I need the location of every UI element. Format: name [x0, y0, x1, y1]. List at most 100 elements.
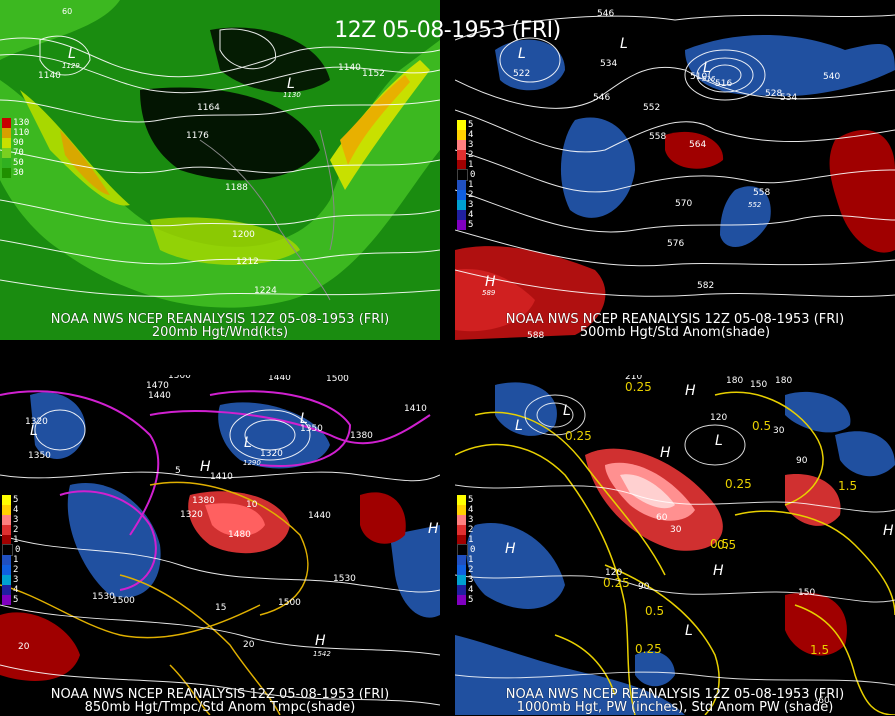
- contour-label: 552: [643, 103, 660, 113]
- legend-entry: 5: [457, 495, 475, 505]
- legend-label: 3: [13, 575, 19, 585]
- panel-200mb: 1140 1129 1140 1152 1130 1164 1176 1188 …: [0, 0, 440, 340]
- legend-label: 4: [13, 585, 19, 595]
- legend-entry: 2: [457, 150, 475, 160]
- legend-label: 0: [15, 545, 21, 555]
- legend-label: 4: [468, 585, 474, 595]
- legend-entry: 1: [457, 160, 475, 170]
- legend-label: 5: [13, 595, 19, 605]
- contour-label: 120: [710, 413, 727, 423]
- legend-swatch: [457, 505, 466, 515]
- panel-caption-source: NOAA NWS NCEP REANALYSIS 12Z 05-08-1953 …: [505, 312, 845, 327]
- legend-label: 5: [468, 495, 474, 505]
- contour-label: 1500: [326, 375, 349, 384]
- contour-label: 576: [667, 239, 684, 249]
- low-pressure-marker: L: [703, 60, 711, 76]
- contour-label: 1380: [192, 496, 215, 506]
- legend-label: 30: [13, 168, 24, 178]
- contour-label: 180: [726, 376, 743, 386]
- contour-label: 588: [527, 331, 544, 340]
- contour-label: 0.5: [752, 419, 771, 433]
- low-pressure-marker: L: [30, 423, 38, 439]
- legend-entry: 4: [457, 505, 475, 515]
- panel-850mb: 1500 1470 1440 1440 1500 1410 1320 1350 …: [0, 375, 440, 715]
- contour-label: 1290: [243, 459, 261, 467]
- legend-entry: 1: [2, 535, 20, 545]
- legend-entry: 5: [457, 220, 475, 230]
- contour-label: 1410: [210, 472, 233, 482]
- legend-label: 2: [468, 150, 474, 160]
- contour-labels-500mb: 546 522 534 510 516 540 546 552 558 564 …: [482, 9, 840, 340]
- legend-label: 3: [468, 515, 474, 525]
- legend-swatch: [457, 140, 466, 150]
- high-pressure-marker: H: [685, 383, 696, 399]
- legend-label: 2: [468, 525, 474, 535]
- legend-swatch: [457, 535, 466, 545]
- legend-label: 1: [468, 160, 474, 170]
- legend-label: 130: [13, 118, 30, 128]
- legend-label: 3: [468, 200, 474, 210]
- contour-label: 534: [600, 59, 617, 69]
- legend-entry: 1: [457, 555, 475, 565]
- panel-1000mb: 210 0.25 180 150 180 120 0.5 30 90 0.25 …: [455, 375, 895, 715]
- contour-label: 1.5: [810, 643, 829, 657]
- contour-label: 1542: [313, 650, 331, 658]
- contour-label: 1164: [197, 103, 220, 113]
- panel-caption-field: 200mb Hgt/Wnd(kts): [151, 325, 289, 340]
- contour-label: 0.25: [635, 642, 662, 656]
- edge-label: 60: [62, 7, 72, 16]
- contour-label: 582: [697, 281, 714, 291]
- legend-entry: 3: [457, 575, 475, 585]
- legend-entry: 0: [457, 169, 475, 181]
- legend-label: 1: [468, 535, 474, 545]
- legend-label: 4: [468, 505, 474, 515]
- legend-label: 4: [13, 505, 19, 515]
- contour-label: 510: [690, 72, 707, 82]
- contour-label: 5: [175, 466, 181, 476]
- legend-entry: 5: [2, 595, 20, 605]
- legend-swatch: [457, 150, 466, 160]
- legend-label: 3: [468, 140, 474, 150]
- legend-swatch: [457, 575, 466, 585]
- panel-caption-source: NOAA NWS NCEP REANALYSIS 12Z 05-08-1953 …: [505, 687, 845, 702]
- legend-swatch: [457, 200, 466, 210]
- contour-label: 1380: [350, 431, 373, 441]
- legend-label: 5: [468, 120, 474, 130]
- legend-swatch: [2, 148, 11, 158]
- legend-swatch: [2, 158, 11, 168]
- legend-swatch: [2, 118, 11, 128]
- contour-label: 60: [656, 513, 668, 523]
- legend-swatch: [457, 210, 466, 220]
- panel-500mb: 546 522 534 510 516 540 546 552 558 564 …: [455, 0, 895, 340]
- legend-swatch: [2, 138, 11, 148]
- low-pressure-marker: L: [287, 76, 295, 92]
- legend-swatch: [457, 220, 466, 230]
- legend-entry: 70: [2, 148, 29, 158]
- legend-entry: 2: [457, 525, 475, 535]
- high-pressure-marker: H: [200, 459, 211, 475]
- contour-label: 546: [597, 9, 614, 19]
- low-pressure-marker: L: [685, 623, 693, 639]
- low-pressure-marker: L: [300, 411, 308, 427]
- legend-swatch: [457, 585, 466, 595]
- legend-label: 1: [468, 555, 474, 565]
- legend-swatch: [457, 180, 466, 190]
- legend-label: 0: [470, 545, 476, 555]
- low-pressure-marker: L: [518, 46, 526, 62]
- legend-label: 50: [13, 158, 24, 168]
- contour-label: 0.25: [603, 576, 630, 590]
- contour-labels-200mb: 1140 1129 1140 1152 1130 1164 1176 1188 …: [38, 7, 385, 296]
- legend-swatch: [457, 565, 466, 575]
- legend-entry: 4: [2, 585, 20, 595]
- legend-label: 90: [13, 138, 24, 148]
- legend-swatch: [2, 585, 11, 595]
- contour-label: 1480: [228, 530, 251, 540]
- contour-labels-1000mb: 210 0.25 180 150 180 120 0.5 30 90 0.25 …: [505, 375, 894, 706]
- contour-label: 1224: [254, 286, 277, 296]
- high-pressure-marker: H: [428, 521, 439, 537]
- legend-swatch: [2, 495, 11, 505]
- low-pressure-marker: L: [68, 46, 76, 62]
- legend-label: 5: [468, 595, 474, 605]
